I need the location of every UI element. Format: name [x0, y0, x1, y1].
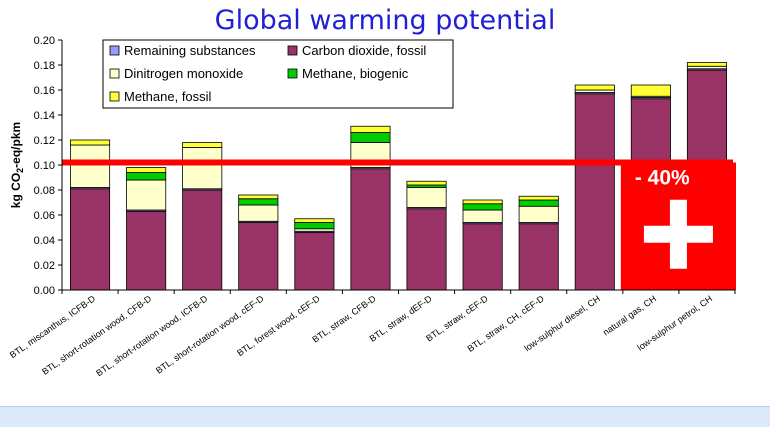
- bar-segment-carbon-dioxide-fossil-5: [350, 168, 391, 291]
- bar-segment-methane-biogenic-7: [462, 203, 503, 211]
- bar-segment-carbon-dioxide-fossil-0: [70, 188, 111, 291]
- x-category-label-10: natural gas, CH: [601, 293, 658, 337]
- bar-segment-methane-fossil-2: [182, 142, 223, 148]
- chart-title: Global warming potential: [215, 5, 556, 36]
- legend-box: [102, 39, 454, 109]
- legend-swatch-carbon-dioxide-fossil: [287, 45, 298, 56]
- bar-segment-methane-fossil-7: [462, 199, 503, 205]
- bar-segment-methane-fossil-1: [126, 167, 167, 173]
- bar-segment-methane-fossil-11: [686, 62, 727, 67]
- y-tick-label-4: 0.08: [34, 185, 55, 197]
- bar-segment-carbon-dioxide-fossil-8: [518, 223, 559, 291]
- bar-segment-methane-fossil-8: [518, 195, 559, 201]
- y-axis-label-subscript: 2: [15, 168, 25, 173]
- legend-label-dinitrogen-monoxide: Dinitrogen monoxide: [124, 66, 243, 81]
- y-tick-label-1: 0.02: [34, 260, 55, 272]
- y-tick-label-8: 0.16: [34, 85, 55, 97]
- bars-layer: [70, 62, 727, 291]
- y-tick-label-6: 0.12: [34, 135, 55, 147]
- bar-segment-methane-fossil-5: [350, 125, 391, 133]
- y-tick-label-3: 0.06: [34, 210, 55, 222]
- bar-segment-methane-biogenic-3: [238, 198, 279, 206]
- bar-segment-dinitrogen-monoxide-6: [406, 187, 447, 208]
- legend-label-methane-biogenic: Methane, biogenic: [302, 66, 409, 81]
- bar-segment-carbon-dioxide-fossil-7: [462, 223, 503, 291]
- bar-segment-dinitrogen-monoxide-1: [126, 179, 167, 211]
- y-tick-label-5: 0.10: [34, 160, 55, 172]
- x-category-label-0: BTL, miscanthus, ICFB-D: [8, 293, 98, 360]
- bar-segment-carbon-dioxide-fossil-1: [126, 210, 167, 291]
- legend-label-carbon-dioxide-fossil: Carbon dioxide, fossil: [302, 43, 426, 58]
- y-tick-label-10: 0.20: [34, 35, 55, 47]
- bar-segment-methane-biogenic-5: [350, 132, 391, 143]
- bar-segment-carbon-dioxide-fossil-9: [574, 93, 615, 291]
- legend-swatch-methane-fossil: [109, 91, 120, 102]
- bar-segment-methane-fossil-9: [574, 84, 615, 91]
- bar-segment-methane-biogenic-1: [126, 172, 167, 181]
- legend-label-methane-fossil: Methane, fossil: [124, 89, 212, 104]
- bar-segment-carbon-dioxide-fossil-6: [406, 208, 447, 291]
- swiss-cross-horizontal: [643, 225, 713, 243]
- y-tick-label-0: 0.00: [34, 285, 55, 297]
- bar-segment-dinitrogen-monoxide-2: [182, 147, 223, 190]
- bar-segment-methane-fossil-4: [294, 218, 335, 223]
- bar-segment-dinitrogen-monoxide-7: [462, 209, 503, 223]
- y-axis-label-tail: -eq/pkm: [9, 122, 23, 168]
- bar-segment-methane-fossil-6: [406, 180, 447, 186]
- footer-strip: [0, 406, 770, 427]
- callout-label: - 40%: [635, 167, 690, 190]
- bar-segment-carbon-dioxide-fossil-2: [182, 189, 223, 291]
- x-category-label-2: BTL, short-rotation wood, ICFB-D: [94, 293, 210, 378]
- y-tick-label-9: 0.18: [34, 60, 55, 72]
- legend-label-remaining-substances: Remaining substances: [124, 43, 256, 58]
- bar-segment-carbon-dioxide-fossil-4: [294, 232, 335, 291]
- bar-segment-methane-fossil-3: [238, 194, 279, 200]
- legend: Remaining substances Carbon dioxide, fos…: [102, 39, 454, 109]
- legend-swatch-methane-biogenic: [287, 68, 298, 79]
- overlay-layer: - 40%: [62, 159, 736, 290]
- y-axis-label-main: kg CO: [9, 173, 23, 208]
- legend-swatch-remaining-substances: [109, 45, 120, 56]
- bar-segment-methane-biogenic-4: [294, 222, 335, 230]
- bar-segment-methane-biogenic-8: [518, 199, 559, 207]
- bar-segment-dinitrogen-monoxide-0: [70, 144, 111, 188]
- bar-segment-methane-fossil-0: [70, 139, 111, 146]
- bar-segment-dinitrogen-monoxide-3: [238, 204, 279, 222]
- y-tick-label-7: 0.14: [34, 110, 55, 122]
- y-axis-label: kg CO2-eq/pkm: [9, 122, 25, 208]
- bar-segment-methane-fossil-10: [630, 84, 671, 97]
- y-tick-label-2: 0.04: [34, 235, 55, 247]
- legend-swatch-dinitrogen-monoxide: [109, 68, 120, 79]
- x-category-label-3: BTL, short-rotation wood, cEF-D: [154, 293, 266, 375]
- bar-segment-dinitrogen-monoxide-8: [518, 205, 559, 223]
- x-category-label-1: BTL, short-rotation wood, CFB-D: [40, 293, 153, 377]
- bar-segment-carbon-dioxide-fossil-3: [238, 222, 279, 291]
